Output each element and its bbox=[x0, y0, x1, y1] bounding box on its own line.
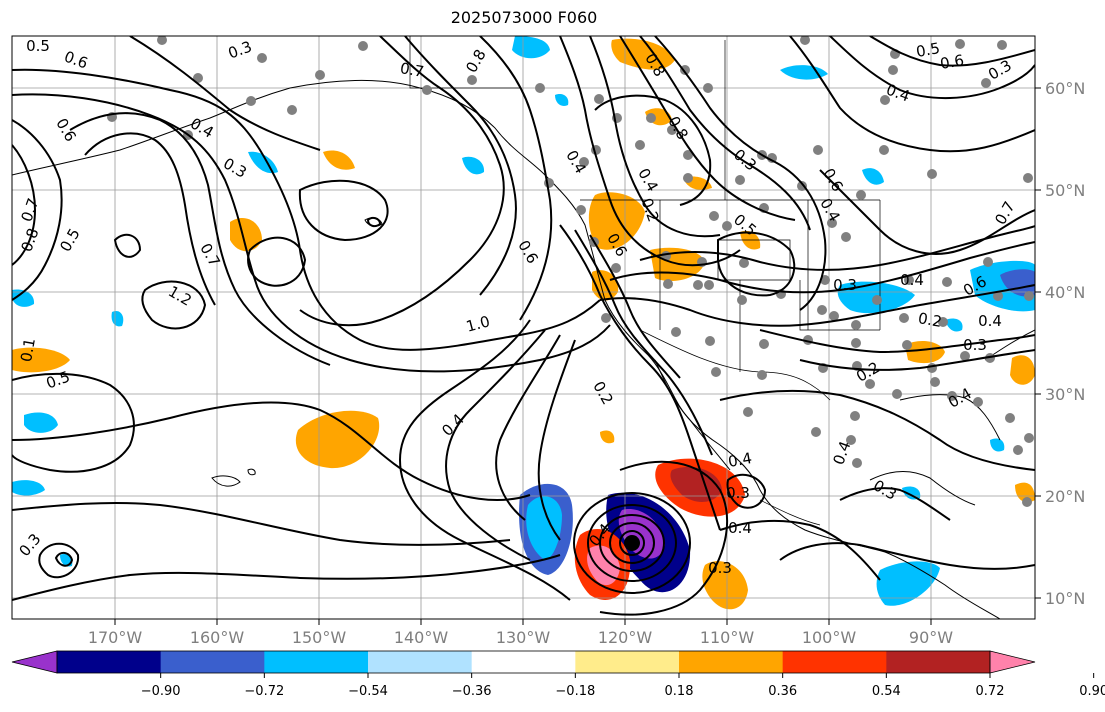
positive-shade bbox=[12, 347, 70, 373]
negative-shade bbox=[990, 438, 1005, 452]
colorbar-tick-label: −0.18 bbox=[555, 684, 595, 699]
positive-shade bbox=[1010, 355, 1035, 385]
colorbar-tick-label: 0.72 bbox=[976, 684, 1005, 699]
lon-tick-label: 90°W bbox=[909, 628, 953, 647]
contour-label: 0.3 bbox=[708, 559, 732, 577]
colorbar-segment bbox=[57, 651, 162, 673]
positive-shade bbox=[323, 150, 355, 170]
negative-shade bbox=[945, 318, 963, 332]
contour-label: 0.5 bbox=[26, 37, 50, 55]
shaded-regions bbox=[12, 36, 1035, 610]
negative-shade bbox=[555, 94, 569, 106]
negative-shade bbox=[862, 168, 884, 185]
storm-center-marker bbox=[624, 535, 640, 551]
colorbar-tick-label: −0.72 bbox=[244, 684, 284, 699]
contour-label: 0.5 bbox=[915, 39, 942, 61]
colorbar-extend-low bbox=[11, 650, 58, 674]
colorbar-tick-label: 0.54 bbox=[872, 684, 901, 699]
contour-label: 0.1 bbox=[17, 337, 39, 364]
colorbar-tick-label: 0.18 bbox=[665, 684, 694, 699]
contour-label: 0.4 bbox=[978, 312, 1002, 330]
negative-shade bbox=[12, 480, 45, 496]
contour-label: 0.7 bbox=[399, 59, 426, 81]
latitude-ticks: 60°N 50°N 40°N 30°N 20°N 10°N bbox=[1035, 79, 1085, 608]
lat-tick-label: 20°N bbox=[1045, 487, 1085, 506]
lon-tick-label: 170°W bbox=[88, 628, 143, 647]
negative-shade bbox=[1000, 269, 1035, 297]
lat-tick-label: 30°N bbox=[1045, 385, 1085, 404]
colorbar-segment bbox=[679, 651, 784, 673]
contour-lines bbox=[12, 36, 1035, 616]
positive-shade bbox=[1015, 482, 1035, 503]
colorbar-segment bbox=[471, 651, 576, 673]
colorbar-segment bbox=[886, 651, 991, 673]
colorbar-tick-label: −0.54 bbox=[348, 684, 388, 699]
lon-tick-label: 110°W bbox=[700, 628, 755, 647]
contour-label: 0.4 bbox=[727, 449, 754, 471]
colorbar-tick-label: 0.90 bbox=[1079, 684, 1105, 699]
colorbar-extend-high bbox=[989, 650, 1036, 674]
colorbar-segment bbox=[160, 651, 265, 673]
colorbar: −0.90 −0.72 −0.54 −0.36 −0.18 0.18 0.36 0.54 0.7… bbox=[11, 650, 1105, 699]
contour-label: 0.4 bbox=[900, 271, 924, 289]
negative-shade bbox=[512, 36, 550, 59]
contour-label: 0.4 bbox=[728, 519, 752, 537]
contour-label: 0.3 bbox=[726, 484, 750, 502]
contour-label: 0.3 bbox=[963, 336, 987, 354]
lon-tick-label: 160°W bbox=[190, 628, 245, 647]
lat-tick-label: 60°N bbox=[1045, 79, 1085, 98]
contour-label: 0.3 bbox=[833, 276, 857, 294]
contour-label: 0.2 bbox=[917, 309, 944, 331]
colorbar-frame bbox=[56, 650, 991, 674]
lon-tick-label: 140°W bbox=[394, 628, 449, 647]
contour-label: 1.0 bbox=[464, 312, 492, 336]
lon-tick-label: 150°W bbox=[292, 628, 347, 647]
colorbar-tick-label: 0.36 bbox=[768, 684, 797, 699]
chart-title: 2025073000 F060 bbox=[450, 8, 598, 27]
lat-tick-label: 40°N bbox=[1045, 283, 1085, 302]
lon-tick-label: 130°W bbox=[496, 628, 551, 647]
station-dots bbox=[107, 36, 1034, 507]
negative-shade bbox=[526, 496, 562, 560]
positive-shade bbox=[295, 410, 380, 469]
negative-shade bbox=[12, 289, 35, 307]
colorbar-tick-label: −0.36 bbox=[452, 684, 492, 699]
colorbar-segment bbox=[575, 651, 680, 673]
positive-shade bbox=[670, 466, 722, 502]
contour-label: 0.6 bbox=[939, 51, 966, 73]
negative-shade bbox=[24, 412, 58, 433]
colorbar-segment bbox=[782, 651, 887, 673]
negative-shade bbox=[462, 156, 485, 175]
positive-shade bbox=[587, 545, 620, 586]
negative-shade bbox=[111, 310, 124, 327]
lon-tick-label: 120°W bbox=[598, 628, 653, 647]
longitude-ticks: 170°W 160°W 150°W 140°W 130°W 120°W 110°W 100°W… bbox=[88, 619, 953, 647]
positive-shade bbox=[600, 430, 615, 444]
lat-tick-label: 10°N bbox=[1045, 589, 1085, 608]
colorbar-tick-label: −0.90 bbox=[141, 684, 181, 699]
colorbar-segment bbox=[368, 651, 473, 673]
positive-shade bbox=[905, 340, 945, 364]
positive-shade bbox=[230, 218, 262, 252]
lat-tick-label: 50°N bbox=[1045, 181, 1085, 200]
negative-shade bbox=[780, 65, 828, 80]
positive-shade bbox=[702, 561, 748, 610]
colorbar-segment bbox=[264, 651, 369, 673]
lon-tick-label: 100°W bbox=[802, 628, 857, 647]
